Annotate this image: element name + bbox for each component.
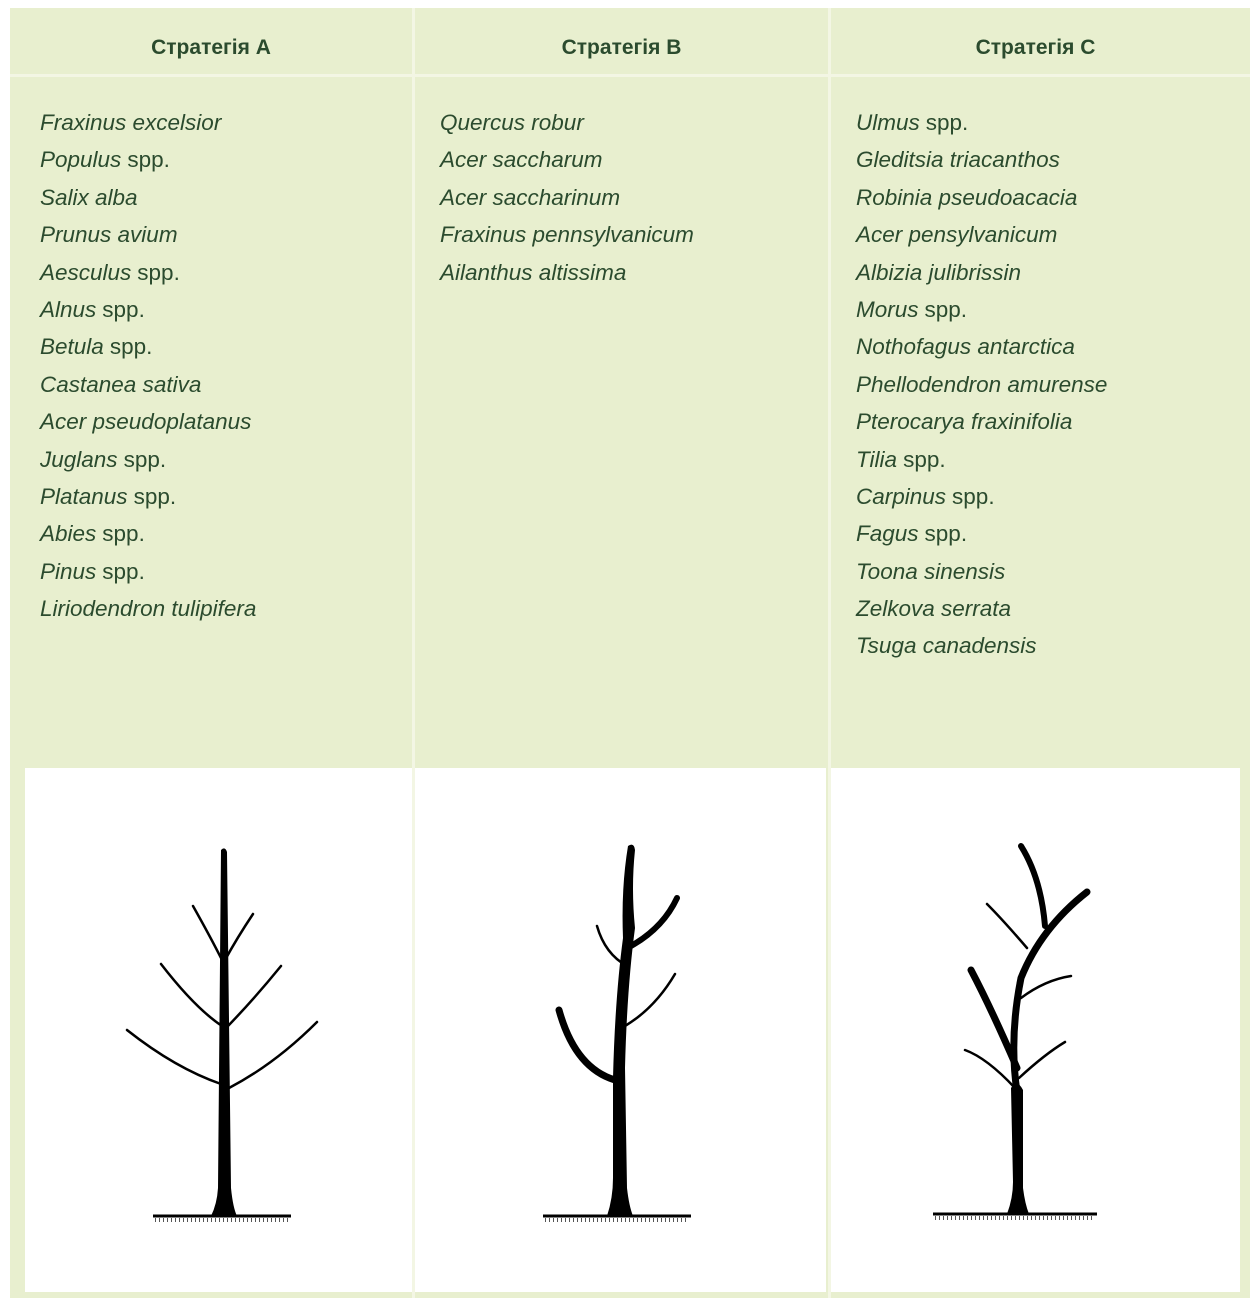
species-item: Ulmus spp. — [856, 104, 1107, 141]
species-name: Tilia — [856, 446, 898, 472]
species-item: Fraxinus excelsior — [40, 104, 256, 141]
species-item: Gleditsia triacanthos — [856, 141, 1107, 178]
species-name: Zelkova serrata — [856, 596, 1012, 622]
species-suffix: spp. — [102, 521, 145, 547]
species-name: Platanus — [40, 483, 128, 509]
species-item: Albizia julibrissin — [856, 254, 1107, 291]
species-item: Fraxinus pennsylvanicum — [440, 216, 694, 253]
species-name: Salix alba — [40, 184, 138, 210]
tree-a — [125, 848, 319, 1222]
species-name: Robinia pseudoacacia — [856, 184, 1078, 210]
species-item: Castanea sativa — [40, 366, 256, 403]
column-divider — [828, 8, 831, 1298]
species-name: Gleditsia triacanthos — [856, 147, 1060, 173]
species-name: Quercus robur — [440, 110, 584, 135]
table: Стратегія A Fraxinus excelsior Populus spp.… — [10, 8, 1250, 1298]
species-name: Betula — [40, 334, 104, 360]
species-item: Carpinus spp. — [856, 478, 1107, 515]
species-suffix: spp. — [127, 147, 170, 173]
header-divider — [10, 74, 1250, 77]
species-suffix: spp. — [924, 521, 968, 547]
species-suffix: spp. — [109, 334, 153, 360]
species-suffix: spp. — [102, 296, 145, 322]
species-suffix: spp. — [137, 259, 180, 285]
species-suffix: spp. — [133, 483, 177, 509]
species-suffix: spp. — [102, 558, 145, 584]
species-item: Phellodendron amurense — [856, 366, 1107, 403]
species-name: Morus — [856, 296, 919, 322]
species-item: Toona sinensis — [856, 553, 1107, 590]
species-item: Fagus spp. — [856, 515, 1107, 552]
illustration-panel — [25, 768, 412, 1292]
species-item: Abies spp. — [40, 515, 256, 552]
tree-c — [933, 843, 1097, 1220]
species-name: Populus — [40, 147, 122, 173]
species-suffix: spp. — [924, 296, 968, 322]
species-name: Albizia julibrissin — [856, 259, 1022, 285]
column-divider — [412, 8, 415, 1298]
species-name: Prunus avium — [40, 222, 178, 248]
tree-b — [543, 844, 691, 1222]
species-name: Carpinus — [856, 483, 947, 509]
species-name: Liriodendron tulipifera — [40, 596, 257, 622]
species-item: Pinus spp. — [40, 553, 256, 590]
species-item: Aesculus spp. — [40, 254, 256, 291]
species-name: Juglans — [40, 446, 118, 472]
species-item: Acer saccharinum — [440, 179, 694, 216]
species-item: Pterocarya fraxinifolia — [856, 403, 1107, 440]
species-item: Platanus spp. — [40, 478, 256, 515]
species-name: Fagus — [856, 521, 919, 547]
species-item: Ailanthus altissima — [440, 254, 694, 291]
species-name: Nothofagus antarctica — [856, 334, 1075, 360]
species-name: Acer saccharum — [440, 147, 603, 173]
species-name: Fraxinus excelsior — [40, 110, 222, 135]
species-name: Pterocarya fraxinifolia — [856, 409, 1073, 435]
species-item: Tsuga canadensis — [856, 627, 1107, 664]
species-item: Acer pseudoplatanus — [40, 403, 256, 440]
species-name: Ulmus — [856, 110, 920, 135]
column-header: Стратегія B — [561, 36, 682, 59]
species-item: Morus spp. — [856, 291, 1107, 328]
species-item: Tilia spp. — [856, 441, 1107, 478]
illustration-panel — [831, 768, 1240, 1292]
species-name: Castanea sativa — [40, 371, 202, 397]
species-list: Ulmus spp. Gleditsia triacanthos Robinia ps… — [856, 104, 1107, 665]
species-item: Salix alba — [40, 179, 256, 216]
species-item: Liriodendron tulipifera — [40, 590, 256, 627]
species-item: Acer saccharum — [440, 141, 694, 178]
species-name: Acer pensylvanicum — [856, 222, 1058, 248]
column-header: Стратегія C — [975, 36, 1096, 59]
species-item: Robinia pseudoacacia — [856, 179, 1107, 216]
species-name: Ailanthus altissima — [440, 259, 627, 285]
species-name: Toona sinensis — [856, 558, 1006, 584]
species-name: Acer pseudoplatanus — [40, 409, 252, 435]
species-item: Quercus robur — [440, 104, 694, 141]
species-name: Fraxinus pennsylvanicum — [440, 222, 694, 248]
species-item: Juglans spp. — [40, 441, 256, 478]
species-name: Abies — [40, 521, 97, 547]
species-list: Fraxinus excelsior Populus spp. Salix alba P… — [40, 104, 256, 627]
species-name: Alnus — [40, 296, 97, 322]
species-item: Alnus spp. — [40, 291, 256, 328]
column-header: Стратегія A — [151, 36, 271, 59]
species-suffix: spp. — [903, 446, 946, 472]
species-name: Tsuga canadensis — [856, 633, 1037, 659]
species-name: Aesculus — [40, 259, 132, 285]
species-name: Pinus — [40, 558, 97, 584]
species-suffix: spp. — [952, 483, 995, 509]
illustration-panel — [415, 768, 826, 1292]
species-suffix: spp. — [925, 110, 969, 135]
species-suffix: spp. — [123, 446, 167, 472]
species-item: Prunus avium — [40, 216, 256, 253]
species-item: Acer pensylvanicum — [856, 216, 1107, 253]
species-list: Quercus robur Acer saccharum Acer sacchari… — [440, 104, 694, 291]
species-item: Nothofagus antarctica — [856, 328, 1107, 365]
species-name: Phellodendron amurense — [856, 371, 1108, 397]
species-item: Betula spp. — [40, 328, 256, 365]
species-item: Populus spp. — [40, 141, 256, 178]
species-item: Zelkova serrata — [856, 590, 1107, 627]
species-name: Acer saccharinum — [440, 184, 621, 210]
